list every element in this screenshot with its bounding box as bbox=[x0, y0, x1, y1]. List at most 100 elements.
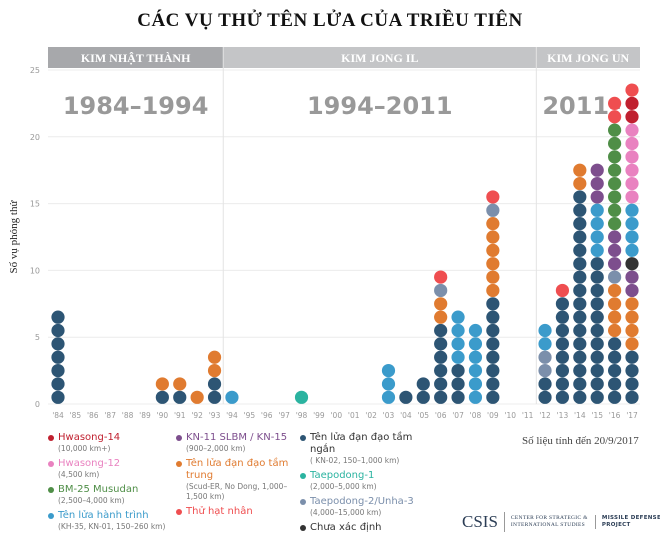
dot-bm-25-musudan bbox=[608, 136, 622, 151]
y-tick-label: 15 bbox=[30, 200, 40, 209]
dot-bm-25-musudan bbox=[608, 150, 622, 164]
dot-t-n-l-a-n-o-t-m-ng-n bbox=[51, 390, 65, 404]
dot-th-h-t-nh-n bbox=[625, 83, 639, 97]
dot-t-n-l-a-n-o-t-m-ng-n bbox=[538, 390, 552, 404]
dot-taepodong-2-unha-3 bbox=[608, 270, 622, 284]
dot-t-n-l-a-h-nh-tr-nh bbox=[625, 243, 639, 257]
dot-t-n-l-a-n-o-t-m-ng-n bbox=[590, 337, 604, 351]
dot-bm-25-musudan bbox=[608, 190, 622, 204]
dot-t-n-l-a-n-o-t-m-trung bbox=[608, 310, 622, 324]
y-tick-label: 0 bbox=[35, 400, 40, 409]
legend-dot-icon bbox=[48, 461, 54, 467]
legend-dot-icon bbox=[176, 435, 182, 441]
x-tick-label: '93 bbox=[209, 411, 221, 420]
dot-kn-11-slbm-kn-15 bbox=[625, 283, 639, 298]
x-tick-label: '95 bbox=[244, 411, 256, 420]
x-tick-label: '86 bbox=[87, 411, 99, 420]
dot-th-h-t-nh-n bbox=[608, 96, 622, 110]
dot-t-n-l-a-h-nh-tr-nh bbox=[381, 364, 396, 378]
legend-item: Thử hạt nhân bbox=[176, 506, 294, 518]
x-tick-label: '99 bbox=[313, 411, 325, 420]
dot-t-n-l-a-h-nh-tr-nh bbox=[590, 230, 604, 244]
dot-t-n-l-a-n-o-t-m-ng-n bbox=[573, 190, 587, 204]
dot-t-n-l-a-n-o-t-m-trung bbox=[190, 390, 204, 404]
dot-t-n-l-a-n-o-t-m-trung bbox=[573, 176, 587, 191]
dot-t-n-l-a-n-o-t-m-ng-n bbox=[51, 350, 65, 364]
x-tick-label: '09 bbox=[487, 411, 499, 420]
dot-t-n-l-a-n-o-t-m-trung bbox=[486, 217, 500, 231]
dot-hwasong-12 bbox=[625, 163, 639, 177]
dot-t-n-l-a-n-o-t-m-ng-n bbox=[608, 377, 622, 391]
dot-t-n-l-a-n-o-t-m-trung bbox=[486, 230, 500, 244]
x-tick-label: '97 bbox=[278, 411, 290, 420]
dot-t-n-l-a-n-o-t-m-ng-n bbox=[573, 364, 587, 378]
dot-t-n-l-a-n-o-t-m-ng-n bbox=[207, 377, 222, 391]
dot-t-n-l-a-h-nh-tr-nh bbox=[590, 217, 604, 231]
x-tick-label: '03 bbox=[383, 411, 395, 420]
dot-t-n-l-a-n-o-t-m-ng-n bbox=[434, 364, 448, 378]
x-tick-label: '89 bbox=[139, 411, 151, 420]
legend-dot-icon bbox=[300, 473, 306, 479]
dot-t-n-l-a-n-o-t-m-ng-n bbox=[608, 364, 622, 378]
dot-t-n-l-a-h-nh-tr-nh bbox=[468, 364, 483, 378]
x-tick-label: '90 bbox=[157, 411, 169, 420]
legend-dot-icon bbox=[300, 499, 306, 505]
dot-kn-11-slbm-kn-15 bbox=[590, 176, 604, 191]
dot-ch-a-x-c-nh bbox=[625, 257, 639, 271]
legend-item: Taepodong-1 (2,000–5,000 km) bbox=[300, 470, 420, 492]
dot-chart: 0 5 10 15 20 25 Số vụ phóng thử KIM NHẬT THÀNH 1… bbox=[8, 47, 640, 420]
y-tick-label: 5 bbox=[35, 333, 40, 342]
legend-sublabel: (4,500 km) bbox=[58, 470, 100, 479]
dot-t-n-l-a-n-o-t-m-ng-n bbox=[399, 390, 413, 404]
dot-t-n-l-a-n-o-t-m-trung bbox=[625, 323, 639, 338]
dot-t-n-l-a-n-o-t-m-ng-n bbox=[207, 390, 222, 404]
x-tick-label: '15 bbox=[591, 411, 603, 420]
dot-t-n-l-a-n-o-t-m-ng-n bbox=[486, 310, 500, 324]
dot-t-n-l-a-n-o-t-m-ng-n bbox=[625, 350, 639, 364]
x-tick-label: '92 bbox=[191, 411, 203, 420]
x-tick-label: '85 bbox=[70, 411, 82, 420]
dot-bm-25-musudan bbox=[608, 123, 622, 137]
dot-t-n-l-a-n-o-t-m-ng-n bbox=[51, 337, 65, 351]
legend-dot-icon bbox=[176, 509, 182, 515]
dot-t-n-l-a-n-o-t-m-ng-n bbox=[434, 323, 448, 338]
legend-label: BM-25 Musudan bbox=[58, 484, 139, 495]
legend-sublabel: (Scud-ER, No Dong, 1,000–1,500 km) bbox=[186, 482, 288, 501]
y-axis-label: Số vụ phóng thử bbox=[8, 200, 20, 274]
dot-t-n-l-a-h-nh-tr-nh bbox=[381, 377, 396, 391]
dot-t-n-l-a-n-o-t-m-ng-n bbox=[573, 337, 587, 351]
dot-t-n-l-a-n-o-t-m-ng-n bbox=[573, 390, 587, 404]
era-header-band bbox=[536, 47, 640, 68]
x-tick-label: '91 bbox=[174, 411, 186, 420]
dot-bm-25-musudan bbox=[608, 176, 622, 191]
dot-t-n-l-a-n-o-t-m-ng-n bbox=[573, 297, 587, 311]
x-tick-label: '07 bbox=[452, 411, 464, 420]
dot-t-n-l-a-n-o-t-m-ng-n bbox=[555, 323, 570, 338]
legend-dot-icon bbox=[300, 525, 306, 531]
dot-t-n-l-a-n-o-t-m-trung bbox=[625, 337, 639, 351]
dot-taepodong-2-unha-3 bbox=[538, 364, 552, 378]
dot-t-n-l-a-h-nh-tr-nh bbox=[590, 203, 604, 217]
dot-th-h-t-nh-n bbox=[555, 283, 570, 298]
dot-t-n-l-a-n-o-t-m-ng-n bbox=[590, 323, 604, 338]
dot-t-n-l-a-n-o-t-m-ng-n bbox=[486, 377, 500, 391]
dot-kn-11-slbm-kn-15 bbox=[608, 257, 622, 271]
dot-t-n-l-a-n-o-t-m-ng-n bbox=[555, 297, 570, 311]
x-tick-label: '94 bbox=[226, 411, 238, 420]
dot-bm-25-musudan bbox=[608, 203, 622, 217]
dot-t-n-l-a-n-o-t-m-ng-n bbox=[590, 364, 604, 378]
dot-taepodong-2-unha-3 bbox=[486, 203, 500, 217]
dot-t-n-l-a-n-o-t-m-ng-n bbox=[451, 377, 465, 391]
dot-t-n-l-a-h-nh-tr-nh bbox=[625, 203, 639, 217]
dot-th-h-t-nh-n bbox=[434, 270, 448, 284]
dot-t-n-l-a-n-o-t-m-ng-n bbox=[608, 337, 622, 351]
logo-org: CENTER FOR STRATEGIC & INTERNATIONAL STU… bbox=[505, 515, 596, 529]
dot-bm-25-musudan bbox=[608, 163, 622, 177]
dot-t-n-l-a-n-o-t-m-trung bbox=[173, 377, 187, 391]
x-tick-label: '11 bbox=[522, 411, 534, 420]
legend-label: KN-11 SLBM / KN-15 bbox=[186, 432, 288, 443]
dot-t-n-l-a-n-o-t-m-ng-n bbox=[555, 337, 570, 351]
dot-t-n-l-a-n-o-t-m-ng-n bbox=[51, 377, 65, 391]
data-as-of-note: Số liệu tính đến 20/9/2017 bbox=[522, 435, 639, 447]
dot-kn-11-slbm-kn-15 bbox=[590, 190, 604, 204]
